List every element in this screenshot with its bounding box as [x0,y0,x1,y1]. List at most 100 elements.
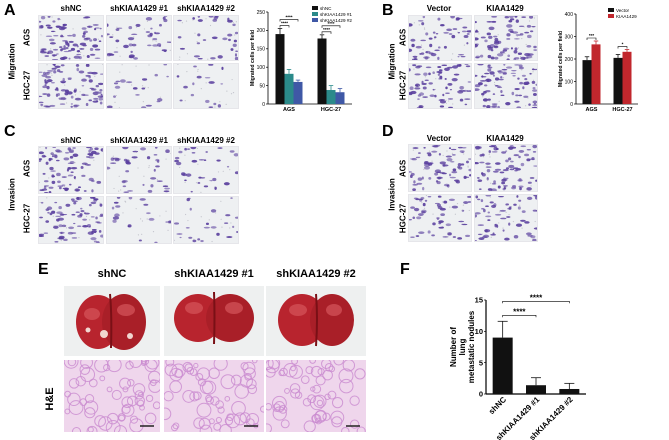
bar [559,388,580,394]
he-section [164,360,264,432]
panel-letter-d: D [382,123,394,140]
significance-label: *** [589,33,595,38]
group-label: Invasion [387,178,397,211]
x-tick-label: shNC [487,395,508,416]
bar [284,73,294,104]
micrograph [173,196,239,244]
group-label: Migration [387,43,397,80]
col-header: shNC [60,136,82,145]
y-tick-label: 250 [257,10,266,16]
lung-photo [64,286,160,356]
x-tick-label: AGS [283,107,295,113]
panel-letter-a: A [4,2,16,19]
lung-photo [266,286,366,356]
bar-chart-a: 0 50 100 150 200 250 Migrated cells per field A… [250,6,352,113]
col-header: KIAA1429 [486,4,524,13]
col-header: shKIAA1429 #2 [276,268,356,280]
y-tick-label: 5 [479,358,483,367]
row-label: AGS [22,159,32,178]
x-tick-label: HGC-27 [612,107,632,113]
bar [335,92,345,104]
legend-swatch [608,8,614,12]
y-tick-label: 100 [565,79,574,85]
y-tick-label: 400 [565,12,574,18]
micrograph [408,63,472,109]
y-axis-label: Migrated cells per field [558,31,564,87]
col-header: shKIAA1429 #2 [177,4,235,13]
col-header: KIAA1429 [486,134,524,143]
y-axis-label: Migrated cells per field [250,30,256,86]
row-label: HGC-27 [398,70,408,101]
legend-label: shKIAA1429 #1 [320,12,352,17]
micrograph [474,15,538,61]
row-label: AGS [398,28,408,47]
row-label: AGS [398,159,408,178]
micrograph [106,63,172,109]
legend-swatch [312,12,318,16]
col-header: shKIAA1429 #1 [174,268,254,280]
legend-label: Vector [616,8,629,13]
y-tick-label: 200 [257,28,266,34]
y-tick-label: 50 [259,83,265,89]
micrograph [38,196,104,244]
significance-label: **** [323,27,330,32]
micrograph [408,194,472,242]
significance-bracket [586,37,597,40]
row-label: AGS [22,28,32,47]
bar [326,90,336,104]
bar-chart-b: 0 100 200 300 400 Migrated cells per field AGS… [558,8,638,113]
legend-swatch [312,18,318,22]
y-tick-label: 0 [262,102,265,108]
legend-label: shNC [320,6,332,11]
col-header: Vector [426,134,452,143]
significance-bracket [321,31,332,34]
micrograph [106,15,172,61]
micrograph [474,144,538,192]
micrograph [173,146,239,194]
y-tick-label: 10 [475,327,483,336]
y-tick-label: 200 [565,57,574,63]
significance-bracket [617,46,628,49]
bar [622,51,632,104]
y-tick-label: 0 [570,102,573,108]
y-tick-label: 150 [257,47,266,53]
bar [317,38,327,104]
col-header: shKIAA1429 #1 [110,4,168,13]
bar-chart-c: 050100150200250Invaded cells per fieldAG… [243,134,373,252]
row-label: HGC-27 [22,203,32,234]
bar [613,57,623,104]
col-header: shNC [60,4,82,13]
significance-bracket [279,19,299,22]
significance-label: * [622,42,624,47]
micrograph [408,15,472,61]
x-tick-label: HGC-27 [321,107,341,113]
panel-letter-c: C [4,123,16,140]
row-label: HGC-27 [398,203,408,234]
bar [275,34,285,104]
micrograph [173,15,239,61]
micrograph [408,144,472,192]
col-header: Vector [426,4,452,13]
y-axis-label: Number oflungmetastatic nodules [449,310,476,383]
group-label: Invasion [7,178,17,211]
micrograph [38,63,104,109]
micrograph [106,146,172,194]
significance-label: **** [327,21,334,26]
bar-chart-d: 0100200300Invaded cells per fieldAGSHGC-… [540,134,668,252]
significance-label: **** [281,21,288,26]
x-tick-label: AGS [586,107,598,113]
panel-letter-e: E [38,261,49,278]
significance-bracket [502,301,570,304]
lung-photo [164,286,264,356]
legend-swatch [608,14,614,18]
micrograph [173,63,239,109]
panel-letter-f: F [400,261,410,278]
micrograph [106,196,172,244]
significance-bracket [502,315,537,318]
y-tick-label: 0 [479,390,483,399]
significance-label: **** [530,293,543,302]
micrograph [474,63,538,109]
he-section [64,360,160,432]
he-section [266,360,366,432]
row-label-he: H&E [44,387,56,411]
